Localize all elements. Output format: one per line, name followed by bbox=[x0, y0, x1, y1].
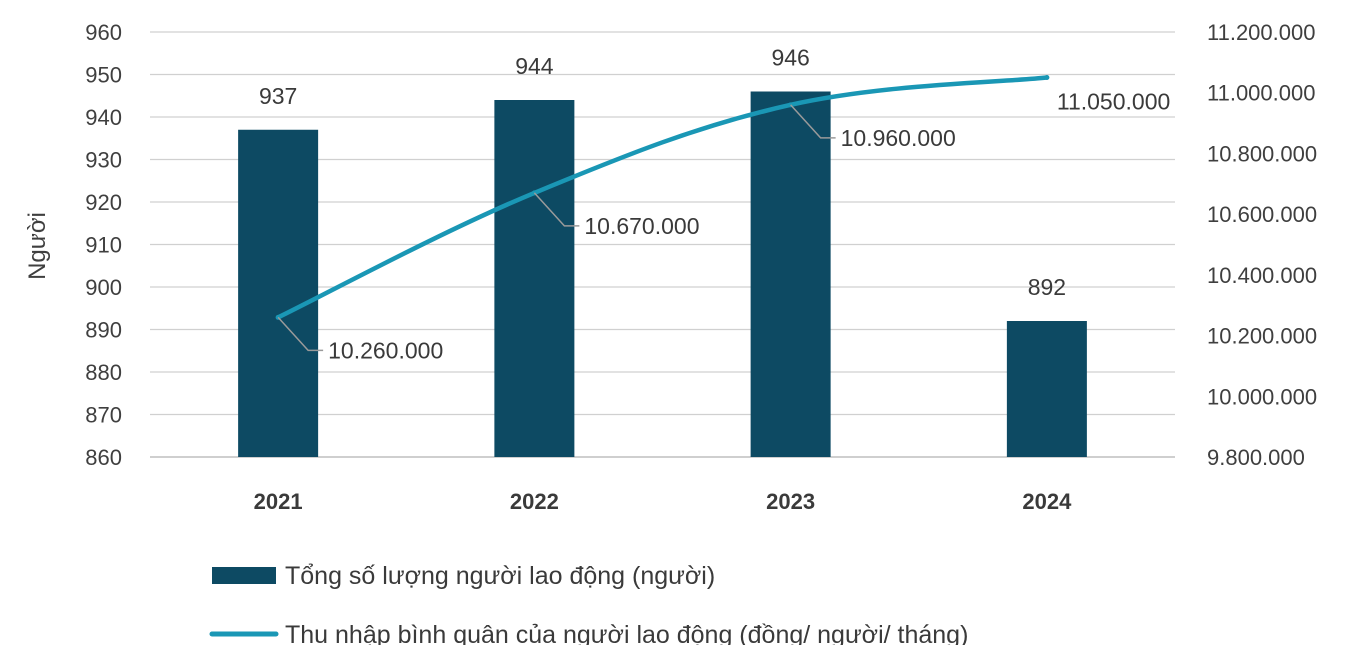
legend: Tổng số lượng người lao động (người) Thu… bbox=[209, 562, 968, 645]
bar-series bbox=[238, 91, 1087, 457]
legend-label-bars: Tổng số lượng người lao động (người) bbox=[285, 562, 715, 590]
y2-tick-label: 10.200.000 bbox=[1207, 324, 1317, 349]
y-tick-label: 860 bbox=[85, 445, 122, 470]
legend-label-line: Thu nhập bình quân của người lao động (đ… bbox=[285, 621, 968, 645]
bar bbox=[1006, 321, 1087, 457]
line-value-label: 11.050.000 bbox=[1057, 89, 1170, 115]
y-tick-label: 950 bbox=[85, 63, 122, 88]
y2-tick-label: 10.400.000 bbox=[1207, 263, 1317, 288]
line-value-label: 10.670.000 bbox=[584, 213, 699, 239]
left-axis-ticks: 960 950 940 930 920 910 900 890 880 870 860 bbox=[85, 20, 122, 470]
y-tick-label: 890 bbox=[85, 318, 122, 343]
bar-value-label: 937 bbox=[259, 83, 297, 109]
y-tick-label: 940 bbox=[85, 105, 122, 130]
bar bbox=[238, 129, 319, 457]
line-value-label: 10.960.000 bbox=[841, 125, 956, 151]
category-axis-ticks: 2021 2022 2023 2024 bbox=[254, 489, 1072, 514]
y-axis-label: Người bbox=[24, 212, 51, 280]
y2-tick-label: 10.800.000 bbox=[1207, 141, 1317, 166]
bar bbox=[494, 100, 575, 457]
line-path bbox=[275, 75, 1050, 320]
x-tick-label: 2022 bbox=[510, 489, 559, 514]
line-value-label: 10.260.000 bbox=[328, 337, 443, 363]
bar-value-label: 944 bbox=[515, 53, 554, 79]
y2-tick-label: 11.200.000 bbox=[1207, 20, 1315, 45]
legend-swatch-bars bbox=[212, 567, 276, 584]
y2-tick-label: 11.000.000 bbox=[1207, 81, 1315, 106]
y-tick-label: 880 bbox=[85, 360, 122, 385]
line-point bbox=[1044, 75, 1050, 81]
right-axis-ticks: 11.200.000 11.000.000 10.800.000 10.600.000… bbox=[1207, 20, 1317, 470]
leader-line bbox=[790, 104, 836, 139]
y-tick-label: 920 bbox=[85, 190, 122, 215]
leader-line bbox=[277, 316, 324, 352]
x-tick-label: 2024 bbox=[1022, 489, 1072, 514]
line-series bbox=[275, 75, 1050, 320]
y-tick-label: 900 bbox=[85, 275, 122, 300]
bar-value-label: 946 bbox=[771, 45, 809, 71]
y2-tick-label: 9.800.000 bbox=[1207, 445, 1305, 470]
y-tick-label: 960 bbox=[85, 20, 122, 45]
leader-line bbox=[533, 192, 580, 227]
x-tick-label: 2023 bbox=[766, 489, 815, 514]
y2-tick-label: 10.000.000 bbox=[1207, 384, 1317, 409]
gridlines bbox=[150, 31, 1175, 458]
x-tick-label: 2021 bbox=[254, 489, 303, 514]
data-labels: 937 944 946 892 10.260.000 10.670.000 10.960.0… bbox=[259, 45, 1170, 364]
bar-value-label: 892 bbox=[1028, 274, 1066, 300]
y-tick-label: 930 bbox=[85, 148, 122, 173]
y-tick-label: 910 bbox=[85, 233, 122, 258]
bar bbox=[750, 91, 831, 457]
y-tick-label: 870 bbox=[85, 403, 122, 428]
y2-tick-label: 10.600.000 bbox=[1207, 202, 1317, 227]
